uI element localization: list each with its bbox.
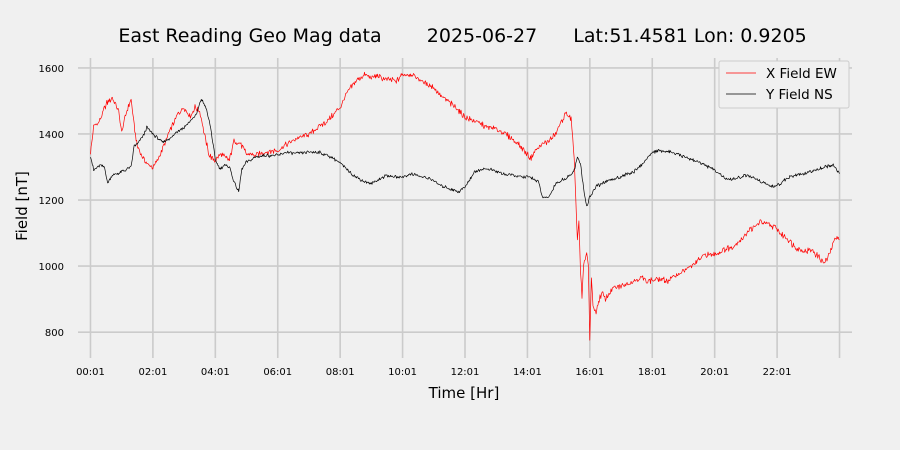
y-axis-label: Field [nT] (13, 171, 31, 241)
grid (78, 58, 852, 358)
legend-label-y-field: Y Field NS (765, 87, 833, 103)
x-axis-label: Time [Hr] (428, 384, 500, 402)
y-tick-label: 1400 (39, 130, 64, 141)
x-tick-label: 20:01 (700, 367, 729, 378)
y-tick-label: 800 (45, 328, 64, 339)
series-line-x-field-ew (90, 71, 840, 341)
x-tick-label: 02:01 (138, 367, 167, 378)
x-tick-label: 22:01 (763, 367, 792, 378)
tick-labels: 00:01 02:01 04:01 06:01 08:01 10:01 12:01 14:01… (39, 64, 792, 378)
series-line-y-field-ns (90, 98, 840, 207)
x-tick-label: 06:01 (263, 367, 292, 378)
series-layer (90, 71, 840, 341)
y-tick-label: 1000 (39, 262, 64, 273)
chart-title-location: Lat:51.4581 Lon: 0.9205 (573, 25, 807, 47)
x-tick-label: 00:01 (76, 367, 105, 378)
y-tick-label: 1200 (39, 196, 64, 207)
chart-title-station: East Reading Geo Mag data (118, 25, 381, 47)
x-tick-label: 12:01 (451, 367, 480, 378)
legend: X Field EW Y Field NS (718, 60, 850, 109)
legend-label-x-field: X Field EW (766, 66, 837, 82)
x-tick-label: 04:01 (201, 367, 230, 378)
x-tick-label: 08:01 (326, 367, 355, 378)
y-tick-label: 1600 (39, 64, 64, 75)
x-tick-label: 16:01 (575, 367, 604, 378)
x-tick-label: 14:01 (513, 367, 542, 378)
x-tick-label: 10:01 (388, 367, 417, 378)
chart-title-date: 2025-06-27 (427, 25, 537, 47)
x-tick-label: 18:01 (638, 367, 667, 378)
